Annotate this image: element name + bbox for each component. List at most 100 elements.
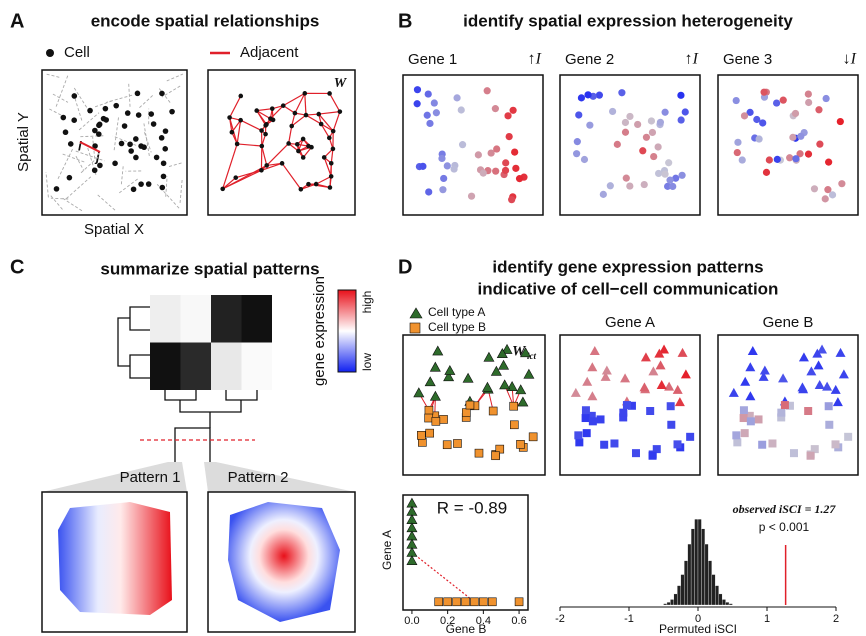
dendrogram: [225, 390, 258, 401]
observed-label: observed iSCI = 1.27: [733, 502, 837, 516]
cell-type-a: [429, 390, 441, 401]
panel-title: summarize spatial patterns: [100, 259, 319, 278]
x-tick-label: -2: [555, 613, 565, 625]
adjacency-edge: [332, 111, 341, 132]
expression-dot: [762, 168, 771, 176]
adjacency-edge: [282, 105, 296, 114]
histogram-bar: [715, 585, 719, 606]
cell: [148, 111, 155, 117]
cell-type-b: [789, 449, 798, 458]
voronoi-edge: [144, 132, 152, 153]
expression-dot: [626, 112, 634, 121]
voronoi-edge: [94, 100, 113, 108]
expression-dot: [816, 140, 824, 148]
cell-type-b: [488, 406, 498, 416]
voronoi-edge: [75, 150, 105, 162]
expression-dot: [648, 128, 657, 137]
cell: [259, 167, 264, 173]
gene-label: Gene B: [763, 314, 814, 331]
cell-type-a: [680, 369, 691, 379]
cell: [53, 186, 60, 192]
cell: [318, 121, 324, 127]
expression-dot: [746, 108, 754, 116]
cell: [128, 148, 134, 154]
cell: [96, 122, 102, 129]
expression-dot: [821, 195, 829, 203]
histogram-bar: [701, 528, 706, 606]
cell-type-a: [654, 348, 665, 358]
y-axis-label: Spatial Y: [15, 112, 32, 172]
cell-type-b: [581, 406, 590, 415]
histogram-bar: [708, 560, 712, 606]
expression-dot: [760, 88, 768, 96]
expression-dot: [457, 106, 465, 114]
expression-dot: [577, 94, 586, 102]
cell-type-b: [439, 415, 448, 424]
expression-dot: [413, 86, 422, 94]
histogram-bar: [697, 519, 702, 606]
cell: [121, 123, 128, 129]
expression-dot: [804, 90, 812, 98]
expression-dot: [502, 159, 510, 167]
expression-dot: [575, 111, 583, 119]
cell-type-a: [600, 371, 611, 381]
voronoi-edge: [55, 74, 69, 107]
cell-type-b: [780, 401, 789, 410]
expression-dot: [654, 169, 663, 178]
histogram-bar: [718, 593, 723, 606]
cell: [306, 181, 311, 187]
cell-type-b: [732, 431, 741, 440]
colorbar-high: high: [360, 291, 374, 314]
cell: [158, 135, 165, 141]
expression-dot: [438, 154, 446, 163]
expression-dot: [733, 148, 741, 157]
expression-dot: [669, 182, 677, 191]
cell-type-b: [424, 413, 433, 423]
dendrogram: [117, 317, 130, 367]
expression-dot: [634, 120, 642, 129]
cell: [328, 174, 334, 179]
expression-dot: [467, 192, 476, 200]
cell: [229, 129, 235, 135]
cell: [138, 181, 144, 187]
adjacency-edge: [222, 143, 238, 190]
voronoi-edge: [139, 93, 155, 108]
voronoi-edge: [165, 176, 168, 197]
expression-dot: [678, 171, 686, 179]
x-tick-label: 0: [695, 613, 701, 625]
expression-dot: [822, 94, 830, 103]
voronoi-edge: [161, 85, 181, 98]
adjacency-edge: [222, 177, 237, 190]
scatter-point: [514, 597, 524, 607]
cell: [302, 91, 308, 96]
cell: [268, 116, 273, 121]
cell-type-a: [462, 372, 474, 383]
histogram-bar: [722, 599, 726, 606]
cell-type-a: [498, 359, 510, 370]
cell: [296, 148, 301, 154]
expression-dot: [677, 91, 685, 99]
cell-type-a: [496, 348, 508, 358]
heatmap-cell: [180, 295, 211, 343]
adjacency-edge: [261, 162, 283, 171]
pattern-label: Pattern 1: [120, 469, 181, 486]
cell-type-b: [745, 411, 754, 420]
gene-map: [717, 74, 859, 216]
cell: [102, 105, 109, 112]
cell-type-b: [588, 417, 597, 426]
expression-dot: [759, 119, 767, 127]
cell-label: i: [78, 138, 82, 153]
adjacency-edge: [304, 93, 307, 116]
panel-letter: A: [10, 10, 24, 32]
p-value-label: p < 0.001: [759, 520, 810, 534]
cell: [113, 102, 120, 109]
expression-dot: [493, 145, 501, 153]
expression-dot: [626, 182, 634, 190]
scatter-point: [487, 597, 497, 607]
expression-dot: [584, 91, 592, 99]
x-tick-label: 0.4: [476, 615, 491, 627]
cell-type-b: [453, 439, 462, 448]
x-tick-label: 2: [833, 613, 839, 625]
cell-type-b: [810, 445, 819, 454]
